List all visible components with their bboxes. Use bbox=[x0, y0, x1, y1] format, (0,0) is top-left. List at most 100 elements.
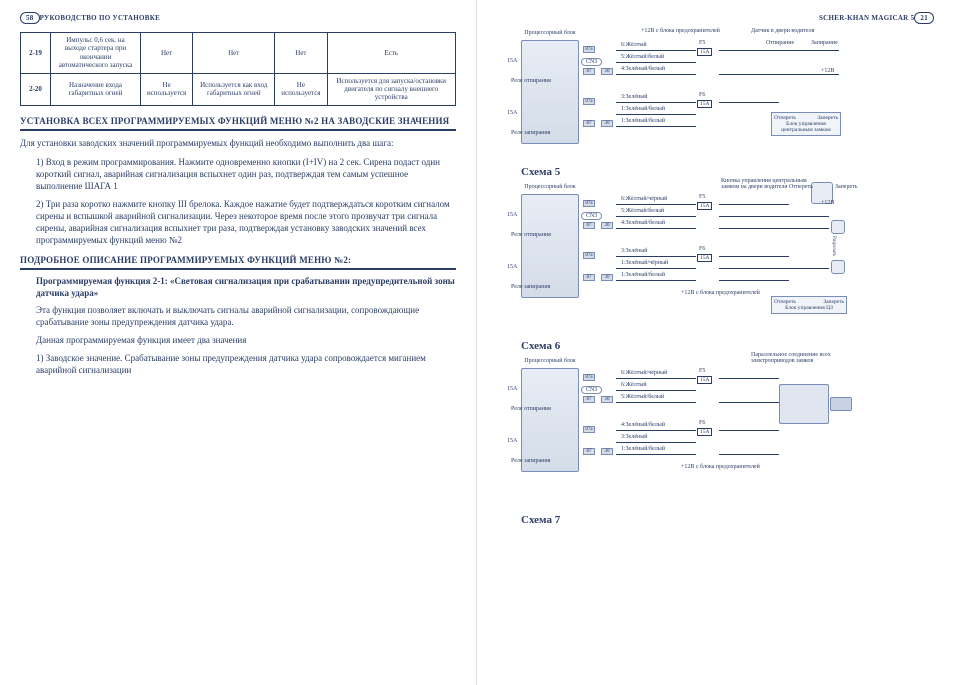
pin-87: 87 bbox=[583, 222, 595, 229]
parallel-label: Параллельное соединение всех электроприв… bbox=[751, 352, 851, 364]
pin-87a: 87a bbox=[583, 46, 595, 53]
scheme-7-label: Схема 7 bbox=[521, 514, 934, 526]
pin-87a: 87a bbox=[583, 252, 595, 259]
relay-close-label: Реле запирания bbox=[511, 458, 550, 464]
section1-title: УСТАНОВКА ВСЕХ ПРОГРАММИРУЕМЫХ ФУНКЦИЙ М… bbox=[20, 116, 456, 132]
scheme-7-diagram: Процессорный блок CN3 87a 87 30 Реле отп… bbox=[521, 360, 851, 510]
cell: Нет bbox=[141, 33, 193, 74]
cpu-block bbox=[521, 194, 579, 298]
section2-p3: 1) Заводское значение. Срабатывание зоны… bbox=[20, 352, 456, 376]
amp-label: 15A bbox=[507, 264, 517, 270]
cn3-label: CN3 bbox=[581, 212, 602, 220]
cpu-block bbox=[521, 40, 579, 144]
wire-green: 3:Зелёный bbox=[621, 248, 647, 254]
v12-fuse-label: +12В с блока предохранителей bbox=[681, 464, 760, 470]
v12-fuse-label: +12В с блока предохранителей bbox=[681, 290, 760, 296]
fuse-15a: 15A bbox=[697, 428, 712, 436]
pin-30: 30 bbox=[601, 274, 613, 281]
pin-87a: 87a bbox=[583, 98, 595, 105]
fuse-15a: 15A bbox=[697, 100, 712, 108]
left-page: 58 РУКОВОДСТВО ПО УСТАНОВКЕ 2-19 Импульс… bbox=[0, 0, 477, 685]
unlock-label: Отпирание bbox=[766, 40, 794, 46]
function-table: 2-19 Импульс 0,6 сек. на выходе стартера… bbox=[20, 32, 456, 106]
amp-label: 15A bbox=[507, 386, 517, 392]
fuse-f6: F6 bbox=[699, 92, 705, 98]
fuse-f5: F5 bbox=[699, 368, 705, 374]
section2-title: ПОДРОБНОЕ ОПИСАНИЕ ПРОГРАММИРУЕМЫХ ФУНКЦ… bbox=[20, 255, 456, 271]
pin-87: 87 bbox=[583, 274, 595, 281]
wire-greenbk: 1:Зелёный/белый bbox=[621, 446, 665, 452]
amp-label: 15A bbox=[507, 58, 517, 64]
cell: Нет bbox=[275, 33, 327, 74]
cell: Импульс 0,6 сек. на выходе стартера при … bbox=[51, 33, 141, 74]
section1-step1: 1) Вход в режим программирования. Нажмит… bbox=[20, 156, 456, 192]
scissors-icon bbox=[831, 260, 845, 274]
door-sensor-label: Датчик в двери водителя bbox=[751, 28, 814, 34]
fuse-15a: 15A bbox=[697, 376, 712, 384]
wire-yellow: 6:Жёлтый bbox=[621, 382, 647, 388]
wire-yellowwh: 5:Жёлтый/белый bbox=[621, 208, 664, 214]
pin-87: 87 bbox=[583, 68, 595, 75]
pin-87a: 87a bbox=[583, 200, 595, 207]
pin-87: 87 bbox=[583, 120, 595, 127]
scheme-5-label: Схема 5 bbox=[521, 166, 934, 178]
cpu-label: Процессорный блок bbox=[521, 30, 579, 36]
ctrl-cz-label: Блок управления ЦЗ bbox=[774, 305, 844, 311]
left-title: РУКОВОДСТВО ПО УСТАНОВКЕ bbox=[40, 14, 160, 22]
pin-30: 30 bbox=[601, 120, 613, 127]
amp-label: 15A bbox=[507, 212, 517, 218]
pin-87: 87 bbox=[583, 448, 595, 455]
right-page: SCHER-KHAN MAGICAR 5 21 Процессорный бло… bbox=[477, 0, 954, 685]
section2-p1: Эта функция позволяет включать и выключа… bbox=[20, 304, 456, 328]
wire-yellowwh: 5:Жёлтый/белый bbox=[621, 54, 664, 60]
wire-yellowbk: 6:Жёлтый/чёрный bbox=[621, 370, 667, 376]
scissors-icon bbox=[831, 220, 845, 234]
fuse-f6: F6 bbox=[699, 246, 705, 252]
right-pagenum: 21 bbox=[914, 12, 934, 24]
v12-fuse-label: +12В с блока предохранителей bbox=[641, 28, 720, 34]
lock-label: Запирание bbox=[811, 40, 838, 46]
relay-open-label: Реле отпирания bbox=[511, 78, 551, 84]
fuse-f6: F6 bbox=[699, 420, 705, 426]
wire-yellow: 6:Жёлтый bbox=[621, 42, 647, 48]
section1-intro: Для установки заводских значений програм… bbox=[20, 137, 456, 149]
v12-label: +12В bbox=[821, 68, 834, 74]
wire-yellowbk: 6:Жёлтый/чёрный bbox=[621, 196, 667, 202]
wire-greenbk2: 1:Зелёный/чёрный bbox=[621, 260, 668, 266]
cell: Назначение входа габаритных огней bbox=[51, 73, 141, 105]
table-row: 2-19 Импульс 0,6 сек. на выходе стартера… bbox=[21, 33, 456, 74]
wire-greenwh: 4:Зелёный/белый bbox=[621, 66, 665, 72]
wire-green: 3:Зелёный bbox=[621, 434, 647, 440]
cpu-block bbox=[521, 368, 579, 472]
actuator-icon bbox=[779, 384, 829, 424]
fuse-f5: F5 bbox=[699, 194, 705, 200]
fuse-15a: 15A bbox=[697, 202, 712, 210]
ctrl-block: Отпереть Запереть Блок управления центра… bbox=[771, 112, 841, 136]
section1-step2: 2) Три раза коротко нажмите кнопку III б… bbox=[20, 198, 456, 247]
cpu-label: Процессорный блок bbox=[521, 358, 579, 364]
cpu-label: Процессорный блок bbox=[521, 184, 579, 190]
cell: Используется как вход габаритных огней bbox=[193, 73, 275, 105]
pin-87: 87 bbox=[583, 396, 595, 403]
cell: Используется для запуска/остановки двига… bbox=[327, 73, 456, 105]
cell: Есть bbox=[327, 33, 456, 74]
right-title: SCHER-KHAN MAGICAR 5 bbox=[819, 14, 914, 22]
wire-greenbk: 1:Зелёный/белый bbox=[621, 272, 665, 278]
relay-open-label: Реле отпирания bbox=[511, 232, 551, 238]
left-header: 58 РУКОВОДСТВО ПО УСТАНОВКЕ bbox=[20, 12, 456, 24]
relay-open-label: Реле отпирания bbox=[511, 406, 551, 412]
fuse-15a: 15A bbox=[697, 254, 712, 262]
lock2-label: Запереть bbox=[835, 184, 858, 190]
cell: Не используется bbox=[141, 73, 193, 105]
wire-greenbk2: 1:Зелёный/белый bbox=[621, 118, 665, 124]
amp-label: 15A bbox=[507, 438, 517, 444]
table-row: 2-20 Назначение входа габаритных огней Н… bbox=[21, 73, 456, 105]
pin-30: 30 bbox=[601, 396, 613, 403]
cn3-label: CN3 bbox=[581, 386, 602, 394]
cut-label: Разрезать bbox=[831, 236, 836, 256]
scheme-6-label: Схема 6 bbox=[521, 340, 934, 352]
relay-close-label: Реле запирания bbox=[511, 130, 550, 136]
v12-label: +12В bbox=[821, 200, 834, 206]
wire-greenwh: 4:Зелёный/белый bbox=[621, 422, 665, 428]
wire-green: 3:Зелёный bbox=[621, 94, 647, 100]
